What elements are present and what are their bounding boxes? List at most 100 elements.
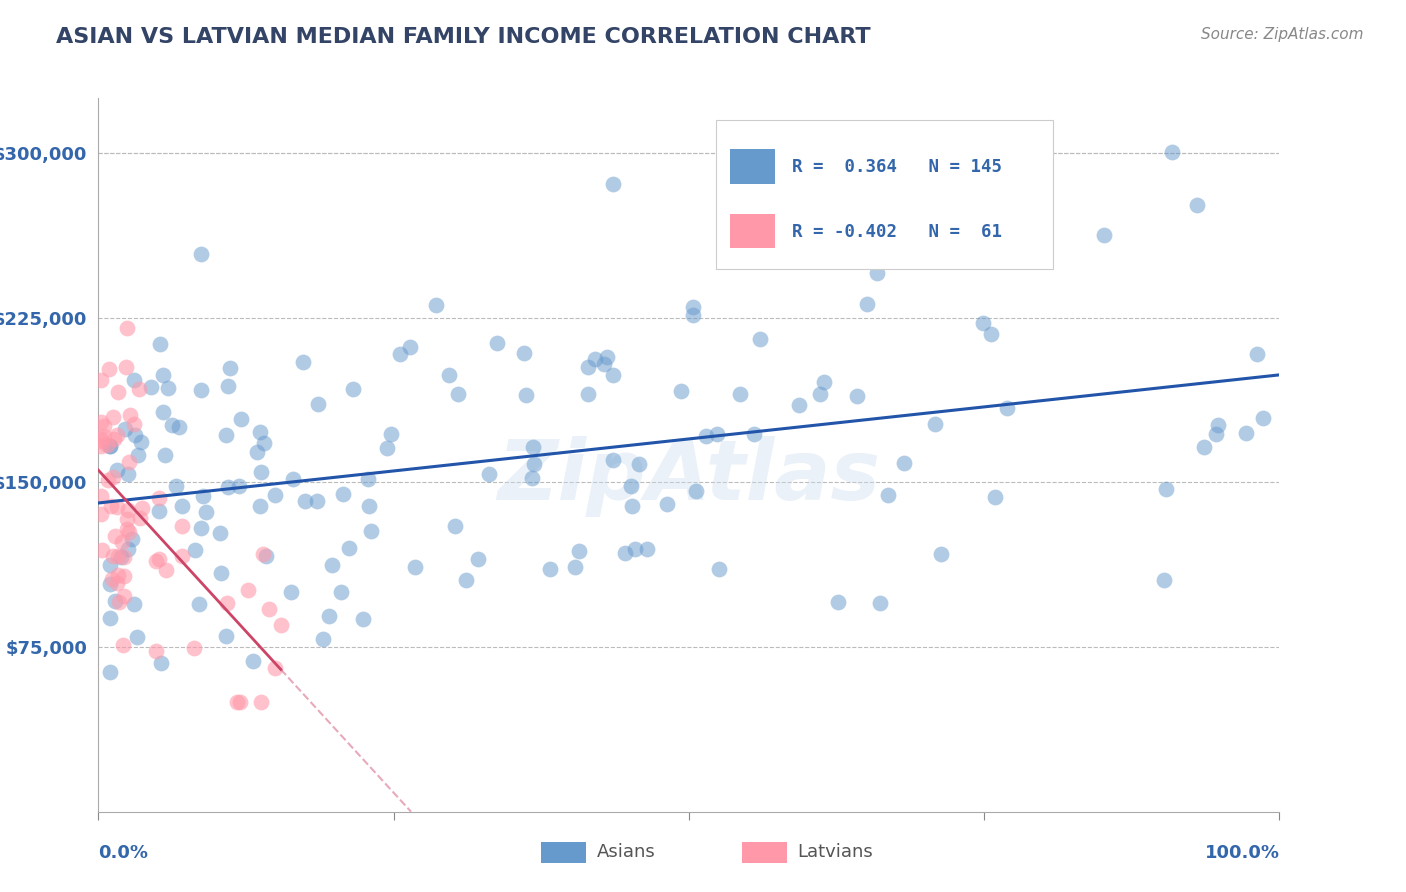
Point	[264, 661, 287, 675]
Point	[827, 595, 849, 609]
Point	[148, 491, 170, 505]
Point	[98, 558, 121, 572]
Point	[1246, 347, 1268, 361]
Point	[98, 665, 121, 679]
Point	[191, 489, 214, 503]
Point	[330, 584, 353, 599]
Point	[249, 425, 271, 439]
Point	[706, 426, 728, 441]
Point	[846, 389, 869, 403]
Point	[217, 480, 239, 494]
Point	[105, 463, 128, 477]
Point	[602, 178, 624, 192]
Point	[249, 500, 271, 514]
Text: R = -0.402   N =  61: R = -0.402 N = 61	[792, 223, 1001, 241]
Point	[190, 247, 212, 261]
Point	[215, 428, 238, 442]
Point	[90, 415, 112, 429]
Point	[627, 458, 650, 472]
Point	[742, 426, 765, 441]
Point	[576, 360, 599, 375]
Point	[305, 493, 328, 508]
Point	[104, 594, 127, 608]
Point	[217, 379, 239, 393]
Point	[236, 582, 259, 597]
Point	[478, 467, 501, 481]
FancyBboxPatch shape	[716, 120, 1053, 269]
Point	[671, 384, 693, 399]
Point	[515, 388, 537, 402]
Point	[1192, 441, 1215, 455]
Point	[112, 569, 135, 583]
Point	[787, 398, 810, 412]
Point	[1205, 426, 1227, 441]
Text: 0.0%: 0.0%	[98, 844, 149, 862]
Point	[93, 419, 115, 434]
Point	[162, 417, 184, 432]
Point	[866, 266, 889, 280]
Point	[263, 488, 285, 502]
Point	[592, 357, 614, 371]
Point	[437, 368, 460, 382]
Point	[360, 524, 382, 538]
Point	[1234, 426, 1257, 441]
Point	[112, 550, 135, 565]
Point	[152, 368, 174, 382]
Point	[125, 630, 148, 644]
Point	[583, 351, 606, 366]
Point	[111, 638, 134, 652]
Point	[105, 500, 128, 515]
Point	[522, 441, 544, 455]
Point	[280, 584, 302, 599]
Point	[1154, 482, 1177, 496]
Text: 100.0%: 100.0%	[1205, 844, 1279, 862]
Point	[90, 490, 112, 504]
Point	[226, 695, 249, 709]
Point	[127, 448, 149, 462]
Point	[614, 546, 637, 560]
Point	[115, 360, 138, 375]
Point	[105, 576, 128, 591]
Point	[90, 432, 112, 446]
Point	[190, 383, 212, 397]
Point	[1161, 145, 1184, 160]
Text: Asians: Asians	[596, 844, 655, 862]
Point	[576, 387, 599, 401]
Point	[165, 479, 187, 493]
Point	[155, 563, 177, 577]
Point	[98, 576, 121, 591]
Point	[250, 695, 273, 709]
Point	[157, 381, 180, 395]
Point	[388, 347, 411, 361]
Point	[602, 452, 624, 467]
Point	[124, 417, 146, 431]
Point	[399, 340, 422, 354]
Point	[111, 535, 134, 549]
Point	[183, 641, 205, 656]
Point	[129, 435, 152, 450]
Point	[294, 493, 316, 508]
Point	[184, 542, 207, 557]
Point	[342, 382, 364, 396]
Point	[359, 500, 381, 514]
Point	[97, 473, 120, 487]
Text: Latvians: Latvians	[797, 844, 873, 862]
Point	[564, 560, 586, 574]
Point	[375, 441, 398, 455]
Point	[657, 497, 679, 511]
Point	[1187, 198, 1209, 212]
Point	[215, 596, 238, 610]
Point	[520, 471, 543, 485]
Point	[1251, 411, 1274, 425]
Point	[1153, 574, 1175, 588]
Point	[98, 439, 121, 453]
Point	[107, 384, 129, 399]
Point	[443, 519, 465, 533]
Point	[90, 507, 112, 521]
Text: R =  0.364   N = 145: R = 0.364 N = 145	[792, 159, 1001, 177]
Point	[456, 573, 478, 587]
Point	[997, 401, 1019, 416]
Point	[101, 572, 124, 586]
Point	[167, 420, 190, 434]
Point	[108, 595, 131, 609]
